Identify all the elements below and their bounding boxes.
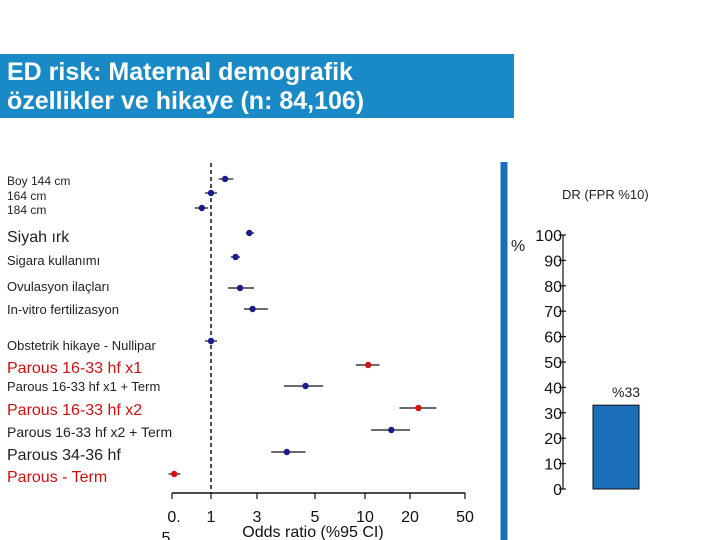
or-point — [236, 284, 244, 292]
y-tick-label: 10 — [544, 457, 562, 474]
y-tick-label: 30 — [544, 406, 562, 423]
dr-bar — [592, 404, 640, 490]
row-label: 184 cm — [7, 203, 47, 217]
row-label: Siyah ırk — [7, 229, 70, 246]
or-point — [207, 189, 215, 197]
row-label: Parous 34-36 hf — [7, 447, 121, 464]
or-point — [207, 337, 215, 345]
forest-plot: 0. 5 1 3 5 10 20 50 Odds ratio (%95 CI) — [162, 163, 474, 540]
or-point — [249, 305, 256, 313]
or-point — [171, 470, 178, 478]
row-label: Parous 16-33 hf x1 + Term — [7, 379, 161, 394]
y-tick-label: 70 — [544, 304, 562, 321]
bar-chart: 0 10 20 30 40 50 60 70 80 90 100 — [535, 228, 640, 499]
row-label: Ovulasyon ilaçları — [7, 279, 110, 294]
row-label: Parous - Term — [7, 469, 108, 486]
y-tick-label: 20 — [544, 431, 562, 448]
x-axis-title: Odds ratio (%95 CI) — [242, 524, 383, 540]
row-label: Parous 16-33 hf x2 + Term — [7, 424, 173, 440]
or-point — [388, 426, 395, 434]
x-tick-label: 1 — [207, 509, 216, 526]
or-point — [415, 404, 422, 412]
row-label: Parous 16-33 hf x2 — [7, 402, 143, 419]
or-point — [302, 382, 309, 390]
y-tick-label: 40 — [544, 380, 562, 397]
or-point — [221, 175, 229, 183]
y-tick-label: 50 — [544, 355, 562, 372]
bar-chart-title: DR (FPR %10) — [562, 187, 649, 202]
or-point — [283, 448, 290, 456]
or-point — [364, 361, 372, 369]
x-tick-label: 3 — [253, 509, 262, 526]
title-banner: ED risk: Maternal demografik özellikler … — [0, 54, 514, 118]
y-tick-label: 100 — [535, 228, 562, 245]
row-label: In-vitro fertilizasyon — [7, 302, 119, 317]
x-tick-label: 0. — [167, 509, 180, 526]
y-tick-label: 60 — [544, 330, 562, 347]
bar-value-label: %33 — [612, 384, 641, 400]
row-label: 164 cm — [7, 189, 47, 203]
y-tick-label: 0 — [553, 482, 562, 499]
row-label: Obstetrik hikaye - Nullipar — [7, 338, 156, 353]
row-label: Parous 16-33 hf x1 — [7, 360, 143, 377]
y-tick-label: 80 — [544, 279, 562, 296]
row-label: Boy 144 cm — [7, 174, 71, 188]
row-label: Sigara kullanımı — [7, 253, 101, 268]
title-line-1: ED risk: Maternal demografik — [7, 58, 353, 86]
title-line-2: özellikler ve hikaye (n: 84,106) — [7, 87, 365, 115]
x-tick-label: 20 — [401, 509, 419, 526]
or-point — [246, 229, 253, 237]
y-tick-label: 90 — [544, 253, 562, 270]
x-tick-label: 5 — [162, 530, 171, 540]
or-point — [198, 204, 206, 212]
or-point — [232, 253, 239, 261]
bar-chart-ylabel: % — [511, 238, 526, 255]
x-tick-label: 50 — [456, 509, 474, 526]
x-tick-label: 5 — [311, 509, 320, 526]
x-tick-label: 10 — [356, 509, 374, 526]
